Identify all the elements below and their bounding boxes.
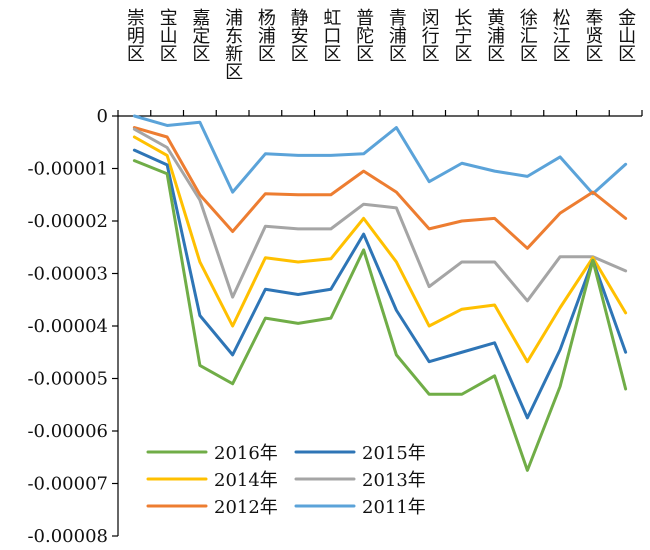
x-tick-label: 闵行区 xyxy=(419,8,440,62)
x-tick-label: 虹口区 xyxy=(320,8,341,62)
x-tick-label: 金山区 xyxy=(615,8,636,62)
series-layer xyxy=(132,114,628,472)
x-tick-label: 长宁区 xyxy=(451,8,472,62)
x-tick-label: 杨浦区 xyxy=(255,8,276,62)
y-tick-label: -0.00001 xyxy=(27,159,108,180)
y-tick-label: -0.00008 xyxy=(27,526,108,547)
series-line xyxy=(132,148,628,420)
series-line xyxy=(132,114,628,196)
x-tick-label: 奉贤区 xyxy=(582,8,603,62)
x-tick-label: 崇明区 xyxy=(124,8,145,62)
x-tick-label: 徐汇区 xyxy=(517,8,538,62)
x-tick-label: 青浦区 xyxy=(386,8,407,62)
legend-label: 2012年 xyxy=(214,497,278,518)
x-tick-label: 普陀区 xyxy=(353,8,374,62)
legend-label: 2014年 xyxy=(214,470,278,491)
legend-label: 2015年 xyxy=(362,443,426,464)
axes-layer: 0 -0.00001 -0.00002 -0.00003 -0.00004 -0.0000… xyxy=(27,8,643,547)
legend-label: 2016年 xyxy=(214,443,278,464)
x-tick-label: 松江区 xyxy=(550,8,571,62)
y-tick-label: -0.00006 xyxy=(27,421,108,442)
legend: 2016年 2015年 2014年 2013年 2012年 2011年 xyxy=(146,443,426,518)
legend-label: 2011年 xyxy=(362,497,426,518)
x-tick-label: 浦东新区 xyxy=(222,8,243,80)
series-line xyxy=(132,126,628,250)
legend-label: 2013年 xyxy=(362,470,426,491)
y-tick-label: -0.00004 xyxy=(27,316,108,337)
y-tick-label: -0.00007 xyxy=(27,474,108,495)
series-line xyxy=(132,127,628,303)
x-tick-label: 黄浦区 xyxy=(484,8,505,62)
y-tick-label: -0.00002 xyxy=(27,211,108,232)
x-tick-label: 嘉定区 xyxy=(189,8,210,62)
y-tick-label: -0.00003 xyxy=(27,264,108,285)
series-line xyxy=(132,135,628,364)
x-tick-label: 静安区 xyxy=(288,8,309,62)
y-tick-label: 0 xyxy=(97,106,108,127)
y-tick-label: -0.00005 xyxy=(27,369,108,390)
x-tick-label: 宝山区 xyxy=(157,8,178,62)
series-line xyxy=(132,159,628,472)
